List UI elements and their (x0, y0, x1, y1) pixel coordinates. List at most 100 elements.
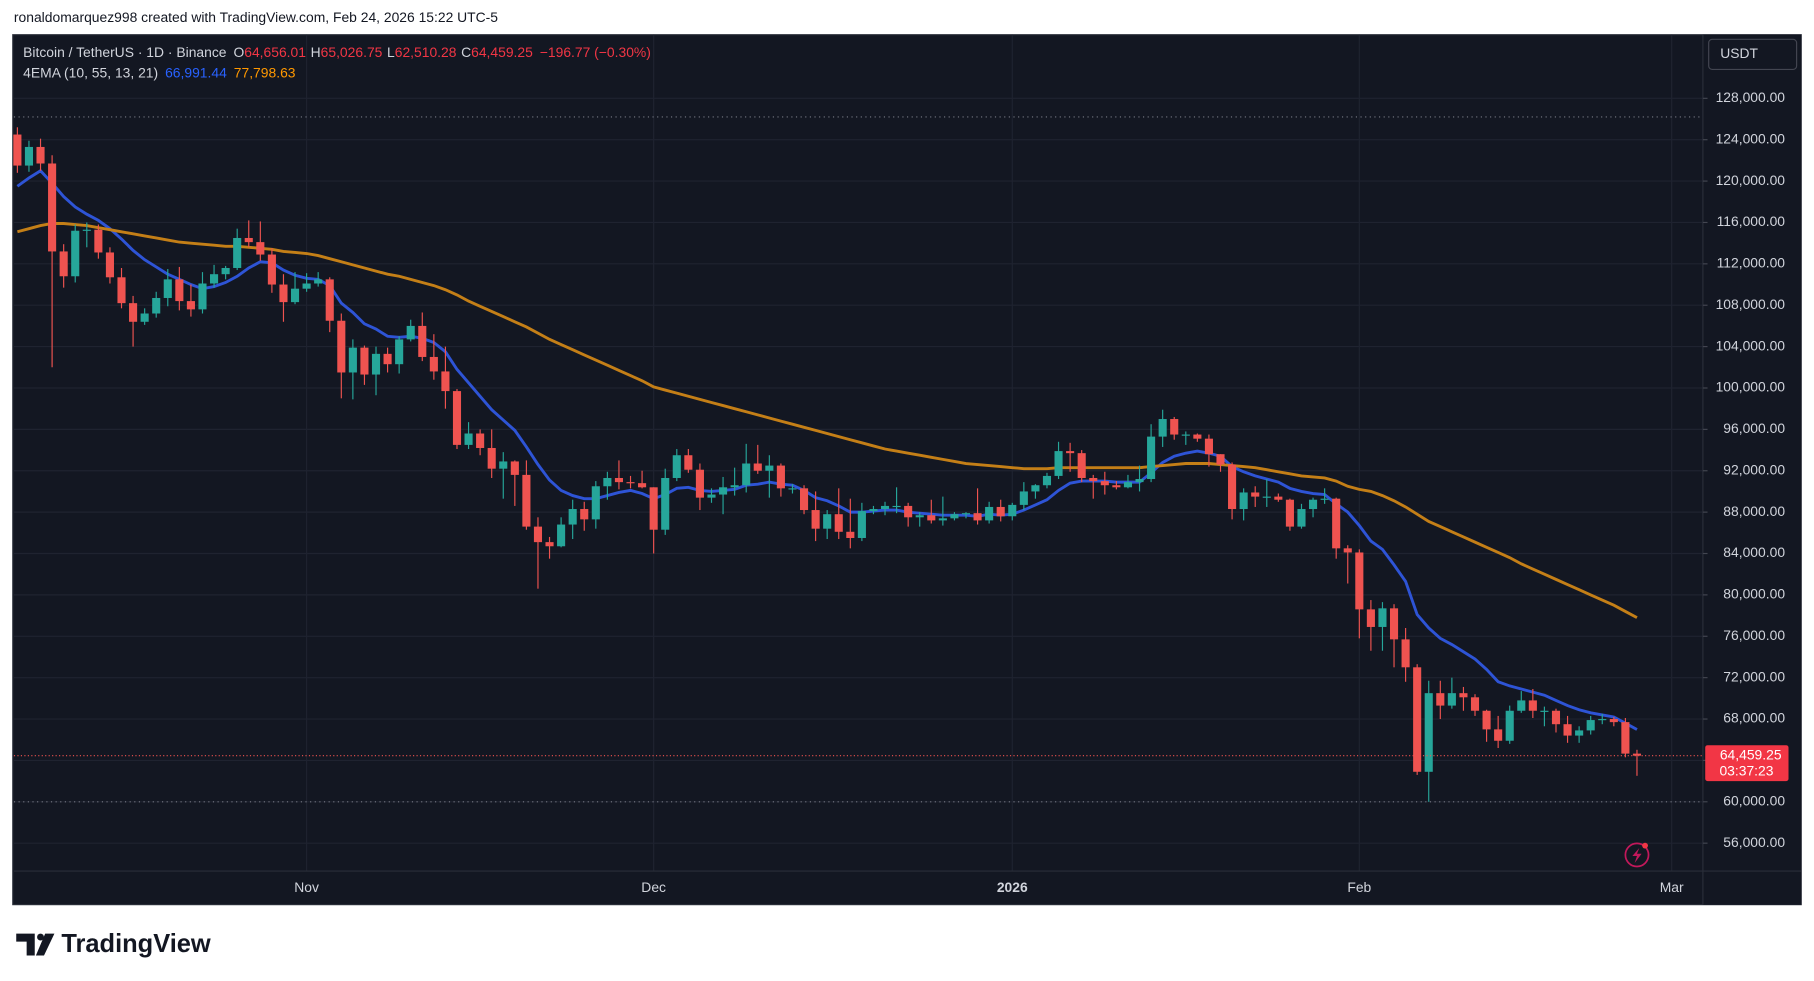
legend-text: 4EMA (10, 55, 13, 21) (23, 65, 158, 81)
y-tick-label: 100,000.00 (1716, 379, 1786, 395)
candle-body (186, 301, 195, 310)
legend-text: Bitcoin / TetherUS · 1D · Binance (23, 44, 227, 60)
candle-body (1008, 504, 1017, 517)
x-tick-label: 2026 (997, 879, 1028, 895)
currency[interactable]: USDT (1720, 45, 1758, 61)
candle-body (1181, 434, 1190, 436)
alert-icon[interactable] (1624, 842, 1650, 868)
candle-body (973, 513, 982, 521)
candle-body (1598, 719, 1607, 721)
candle-body (1123, 482, 1133, 488)
candle-body (1100, 481, 1109, 486)
currency-box[interactable] (1708, 38, 1798, 70)
candle-body (1054, 451, 1063, 476)
x-tick-label: Mar (1660, 879, 1684, 895)
candle-body (846, 531, 855, 538)
y-tick-label: 108,000.00 (1716, 296, 1786, 312)
candle-body (1528, 700, 1537, 711)
candle-body (13, 134, 22, 166)
y-tick-label: 116,000.00 (1717, 213, 1786, 229)
candle-body (1563, 724, 1572, 736)
axis: 56,000.0060,000.0064,000.0068,000.0072,0… (294, 89, 1789, 895)
candle-body (557, 524, 566, 547)
candle-body (406, 325, 415, 340)
candle-body (117, 277, 126, 304)
ema-line (16, 168, 1638, 731)
candle-body (707, 494, 716, 498)
candle-body (591, 486, 600, 520)
legend-text: O (233, 44, 244, 60)
candle-body (441, 371, 450, 392)
legend-text: 66,991.44 (165, 65, 227, 81)
legend-text: C (461, 44, 471, 60)
candle-body (857, 511, 866, 538)
candle-body (221, 267, 230, 275)
candle-body (1239, 492, 1248, 510)
candle-body (1112, 485, 1121, 488)
candle-body (614, 477, 623, 483)
last-price-box (1705, 745, 1789, 782)
candle-body (1332, 498, 1341, 549)
candle-body (649, 487, 658, 530)
candle-body (915, 515, 924, 518)
candle-body (94, 229, 103, 253)
candle-body (1089, 477, 1098, 482)
candle-body (1077, 453, 1086, 478)
candle-body (603, 477, 612, 487)
y-tick-label: 72,000.00 (1723, 668, 1785, 684)
candle-body (1413, 667, 1422, 772)
candle-body (279, 284, 288, 303)
legend-text: 65,026.75 (321, 44, 383, 60)
candle-body (1575, 730, 1584, 736)
candle-body (429, 356, 438, 372)
candle-body (776, 465, 785, 489)
y-tick-label: 88,000.00 (1723, 503, 1785, 519)
candle-body (545, 542, 554, 547)
candle-body (198, 283, 207, 310)
candle-body (371, 353, 381, 375)
candle-body (348, 347, 357, 373)
candle-body (1494, 729, 1503, 741)
candle-body (360, 347, 369, 375)
candle-body (904, 505, 913, 518)
candle-body (788, 488, 797, 490)
candle-body (1066, 451, 1075, 454)
candle-body (418, 325, 427, 357)
candle-body (672, 455, 681, 478)
logo-dot (37, 933, 44, 941)
candle-body (314, 279, 323, 284)
y-tick-label: 68,000.00 (1723, 710, 1785, 726)
candle-body (927, 515, 936, 521)
candle-body (105, 252, 114, 278)
candle-body (337, 320, 346, 373)
candle-body (129, 303, 138, 322)
y-tick-label: 120,000.00 (1716, 172, 1786, 188)
candle-body (1586, 720, 1595, 731)
candle-body (522, 474, 531, 527)
candle-body (1482, 710, 1491, 730)
candle-body (533, 526, 543, 543)
candle-body (140, 313, 149, 322)
candle-body (1147, 436, 1156, 480)
candle-body (823, 514, 832, 529)
candle-body (244, 237, 253, 243)
candle-body (730, 485, 739, 488)
candle-body (1204, 438, 1213, 455)
legend-text: 64,656.01 (244, 44, 306, 60)
candle-body (1031, 485, 1040, 492)
chart-panel (12, 34, 1802, 906)
candle-body (1343, 548, 1352, 553)
candle-body (1632, 753, 1642, 756)
candle-body (1135, 479, 1144, 483)
y-tick-label: 92,000.00 (1723, 461, 1785, 477)
candle-body (163, 279, 172, 298)
candle-body (1424, 693, 1433, 772)
last-price-label: 64,459.25 (1720, 746, 1782, 762)
candle-body (580, 509, 589, 520)
candle-body (36, 146, 45, 164)
candle-body (765, 465, 774, 471)
candle-body (1447, 693, 1456, 706)
candle-body (24, 146, 34, 166)
candle-body (1285, 499, 1294, 527)
